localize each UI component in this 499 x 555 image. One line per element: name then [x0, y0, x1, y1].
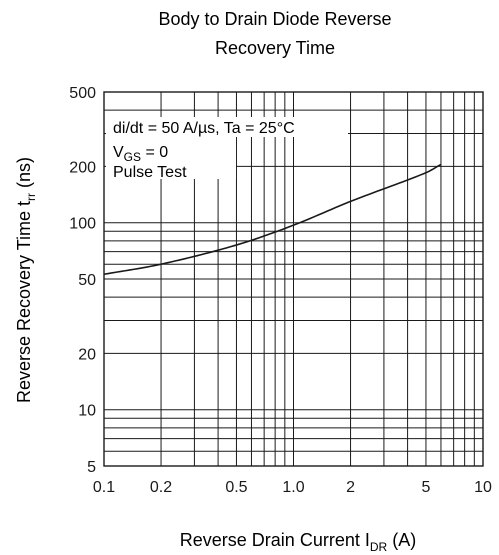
y-axis-label-unit: (ns)	[14, 157, 34, 193]
x-tick-label: 0.5	[225, 479, 247, 496]
x-axis-label: Reverse Drain Current IDR (A)	[180, 530, 416, 554]
x-tick-label: 5	[422, 479, 431, 496]
chart-title-line-2: Recovery Time	[215, 38, 335, 58]
x-tick-label: 0.2	[150, 479, 172, 496]
x-axis-label-unit: (A)	[387, 530, 416, 550]
annotation-conditions: di/dt = 50 A/µs, Ta = 25°C	[113, 120, 295, 137]
annotation-pulse-test: Pulse Test	[113, 164, 187, 181]
y-axis-label-main: Reverse Recovery Time t	[14, 201, 34, 403]
y-axis-label-sub: rr	[24, 193, 38, 201]
y-tick-label: 5	[87, 459, 96, 476]
y-axis-label: Reverse Recovery Time trr (ns)	[14, 157, 38, 403]
annotation-background-2	[236, 117, 348, 137]
annotation-vgs: VGS = 0	[113, 144, 168, 164]
annotation: di/dt = 50 A/µs, Ta = 25°C VGS = 0 Pulse…	[106, 117, 348, 181]
annotation-vgs-sub: GS	[124, 150, 141, 164]
y-tick-label: 50	[78, 272, 96, 289]
annotation-background	[106, 117, 236, 179]
y-tick-label: 20	[78, 346, 96, 363]
y-tick-label: 500	[69, 85, 96, 102]
x-tick-label: 0.1	[93, 479, 115, 496]
plot-frame	[103, 91, 484, 467]
x-tick-label: 10	[474, 479, 492, 496]
y-tick-label: 10	[78, 403, 96, 420]
series-line	[103, 163, 442, 276]
annotation-vgs-rest: = 0	[141, 144, 168, 161]
x-axis-label-sub: DR	[370, 540, 388, 554]
chart-title-line-1: Body to Drain Diode Reverse	[158, 9, 391, 29]
annotation-vgs-main: V	[113, 144, 124, 161]
x-tick-label: 2	[346, 479, 355, 496]
y-tick-label: 100	[69, 216, 96, 233]
y-tick-label: 200	[69, 159, 96, 176]
grid	[103, 91, 484, 467]
tick-labels: 0.1 0.2 0.5 1.0 2 5 10 5 10 20 50 100 200 500	[69, 85, 492, 496]
x-tick-label: 1.0	[282, 479, 304, 496]
x-axis-label-main: Reverse Drain Current I	[180, 530, 370, 550]
